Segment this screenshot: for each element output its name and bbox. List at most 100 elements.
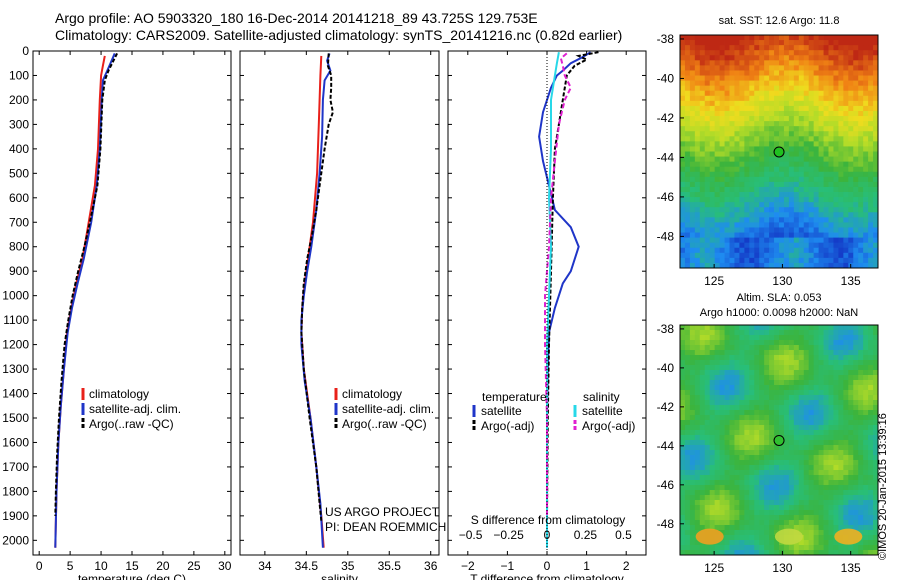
- y-tick-label: 200: [9, 93, 29, 107]
- x-tick-label: 35.5: [378, 559, 402, 573]
- x-tick-label: 35: [341, 559, 355, 573]
- map-title: sat. SST: 12.6 Argo: 11.8: [719, 15, 840, 27]
- y-tick-label: 800: [9, 240, 29, 254]
- y-tick-label: 1100: [3, 313, 29, 327]
- legend-label: satellite-adj. clim.: [89, 402, 181, 416]
- series-line-argoadj: [546, 51, 599, 516]
- imos-watermark: ©IMOS 20-Jan-2015 13:39:16: [877, 413, 889, 560]
- y-tick-label: 1400: [2, 387, 29, 401]
- s-axis-label: S difference from climatology: [471, 513, 626, 527]
- series-line-satelliteadjclim: [54, 53, 116, 548]
- x-tick-label: 34.5: [295, 559, 319, 573]
- argo-float-marker: [773, 146, 785, 158]
- figure-header: Argo profile: AO 5903320_180 16-Dec-2014…: [55, 10, 655, 44]
- x-axis-label: T difference from climatology: [470, 572, 624, 580]
- s-tick-label: 0.5: [615, 528, 632, 542]
- x-axis-label: temperature (deg C): [78, 572, 186, 580]
- legend-label: Argo(..raw -QC): [89, 417, 174, 431]
- y-tick-label: 1900: [2, 509, 29, 523]
- map-frame: [679, 324, 879, 556]
- lat-tick-label: -44: [657, 150, 675, 164]
- map-title: Altim. SLA: 0.053: [737, 292, 822, 304]
- y-tick-label: 1700: [2, 460, 29, 474]
- legend-label: satellite: [582, 404, 623, 418]
- legend-title-temperature: temperature: [482, 390, 547, 404]
- map-subtitle: Argo h1000: 0.0098 h2000: NaN: [700, 307, 858, 319]
- lat-tick-label: -38: [657, 322, 675, 336]
- y-tick-label: 1300: [2, 362, 29, 376]
- lat-tick-label: -48: [657, 229, 675, 243]
- lat-tick-label: -40: [657, 361, 675, 375]
- x-tick-label: 15: [125, 559, 139, 573]
- s-tick-label: −0.5: [459, 528, 483, 542]
- lon-tick-label: 125: [704, 561, 724, 575]
- legend-label: climatology: [342, 387, 402, 401]
- x-tick-label: 25: [187, 559, 201, 573]
- x-tick-label: 36: [424, 559, 438, 573]
- lon-tick-label: 130: [772, 561, 792, 575]
- climatology-subtitle: Climatology: CARS2009. Satellite-adjuste…: [55, 27, 623, 43]
- x-tick-label: 30: [218, 559, 232, 573]
- lat-tick-label: -44: [657, 439, 675, 453]
- series-line-argorawqc: [54, 52, 118, 516]
- x-tick-label: 0: [36, 559, 43, 573]
- lat-tick-label: -46: [657, 478, 675, 492]
- y-tick-label: 100: [9, 68, 29, 82]
- y-tick-label: 300: [9, 117, 29, 131]
- panel-frame: [239, 50, 440, 556]
- legend-title-salinity: salinity: [583, 390, 620, 404]
- y-tick-label: 1600: [2, 435, 29, 449]
- sst-field: [680, 35, 879, 269]
- project-annotation: PI: DEAN ROEMMICH: [325, 520, 446, 534]
- x-tick-label: 0: [544, 559, 551, 573]
- s-tick-label: 0.25: [574, 528, 598, 542]
- profile-panel-0: 0100200300400500600700800900100011001200…: [2, 44, 232, 580]
- sla-anomaly-blob: [695, 528, 724, 545]
- s-tick-label: −0.25: [493, 528, 524, 542]
- y-tick-label: 600: [9, 191, 29, 205]
- legend-label: Argo(-adj): [582, 419, 635, 433]
- y-tick-label: 500: [9, 166, 29, 180]
- lat-tick-label: -40: [657, 71, 675, 85]
- legend-label: satellite: [481, 404, 522, 418]
- x-tick-label: 5: [67, 559, 74, 573]
- y-tick-label: 700: [9, 215, 29, 229]
- y-tick-label: 1800: [2, 484, 29, 498]
- lat-tick-label: -42: [657, 400, 675, 414]
- legend-label: Argo(-adj): [481, 419, 534, 433]
- profile-panel-1: 34 34.5 35 35.5 36 salinity climatologysatelli…: [239, 50, 446, 580]
- series-line-argorawqc: [300, 53, 334, 521]
- map-frame: [679, 34, 879, 269]
- argo-float-marker: [773, 434, 785, 446]
- map-panel-sst: 125 130 135 -38 -40 -42 -44 -46 -48 sat. SST: 12.…: [657, 15, 879, 288]
- y-tick-label: 1000: [2, 289, 29, 303]
- lon-tick-label: 135: [841, 561, 861, 575]
- legend-label: Argo(..raw -QC): [342, 417, 427, 431]
- lon-tick-label: 125: [704, 274, 724, 288]
- series-line-satelliteadjclim: [300, 53, 332, 548]
- legend-label: climatology: [89, 387, 149, 401]
- profile-panel-2: −2 −1 0 1 2T difference from climatology temp…: [447, 50, 647, 580]
- x-tick-label: 10: [94, 559, 108, 573]
- project-annotation: US ARGO PROJECT: [325, 505, 440, 519]
- y-tick-label: 400: [9, 142, 29, 156]
- sla-anomaly-blob: [834, 528, 863, 545]
- x-tick-label: 34: [258, 559, 272, 573]
- y-tick-label: 1200: [2, 338, 29, 352]
- s-tick-label: 0: [544, 528, 551, 542]
- y-tick-label: 1500: [2, 411, 29, 425]
- sla-anomaly-blob: [774, 528, 803, 545]
- y-tick-label: 0: [22, 44, 29, 58]
- series-line-argoadj: [544, 52, 572, 516]
- lon-tick-label: 130: [772, 274, 792, 288]
- x-tick-label: 1: [583, 559, 590, 573]
- lat-tick-label: -48: [657, 517, 675, 531]
- profile-title: Argo profile: AO 5903320_180 16-Dec-2014…: [55, 10, 538, 26]
- x-tick-label: −1: [501, 559, 515, 573]
- sla-field: [680, 325, 879, 556]
- legend-label: satellite-adj. clim.: [342, 402, 434, 416]
- x-tick-label: −2: [461, 559, 475, 573]
- lon-tick-label: 135: [841, 274, 861, 288]
- y-tick-label: 2000: [2, 533, 29, 547]
